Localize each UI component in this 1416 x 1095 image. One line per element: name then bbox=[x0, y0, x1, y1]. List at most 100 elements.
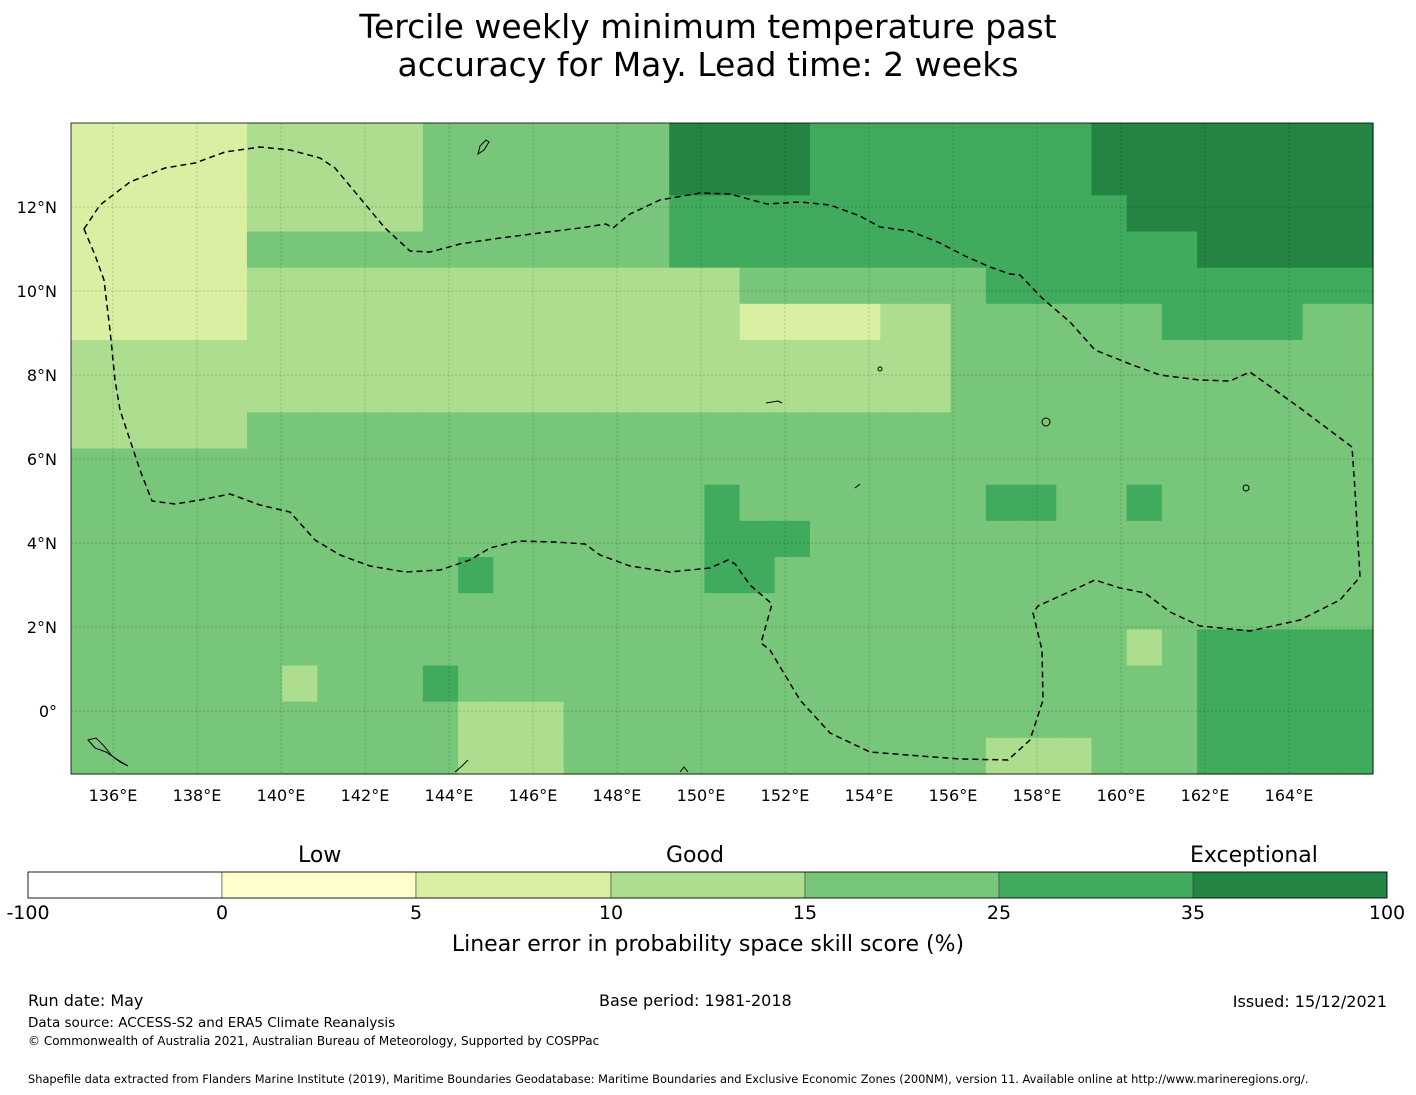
skill-cell bbox=[563, 629, 600, 667]
skill-cell bbox=[774, 448, 811, 486]
skill-cell bbox=[106, 448, 142, 486]
skill-cell bbox=[1337, 303, 1374, 341]
colorbar-outline bbox=[27, 871, 1388, 899]
skill-cell bbox=[352, 376, 389, 413]
skill-cell bbox=[282, 412, 318, 450]
skill-cell bbox=[598, 159, 635, 196]
skill-cell bbox=[282, 303, 318, 341]
skill-cell bbox=[282, 231, 318, 269]
skill-cell bbox=[422, 376, 459, 413]
skill-cell bbox=[563, 701, 600, 739]
skill-cell bbox=[985, 448, 1022, 486]
skill-cell bbox=[704, 340, 741, 377]
skill-cell bbox=[1232, 629, 1269, 667]
skill-cell bbox=[985, 629, 1022, 667]
skill-cell bbox=[387, 520, 424, 558]
skill-cell bbox=[845, 231, 881, 269]
skill-cell bbox=[1337, 376, 1374, 413]
skill-cell bbox=[1161, 303, 1198, 341]
skill-cell bbox=[985, 593, 1022, 630]
skill-cell bbox=[845, 629, 881, 667]
colorbar-segment bbox=[998, 871, 1194, 899]
skill-cell bbox=[352, 593, 389, 630]
skill-cell bbox=[915, 303, 952, 341]
skill-cell bbox=[282, 665, 318, 703]
skill-cell bbox=[1021, 195, 1057, 233]
colorbar-label: Linear error in probability space skill … bbox=[451, 932, 965, 957]
skill-cell bbox=[985, 412, 1022, 450]
skill-cell bbox=[246, 448, 283, 486]
skill-cell bbox=[387, 376, 424, 413]
skill-cell bbox=[387, 159, 424, 196]
skill-cell bbox=[950, 629, 987, 667]
skill-cell bbox=[1197, 593, 1233, 630]
longitude-tick-label: 142°E bbox=[341, 786, 390, 805]
skill-cell bbox=[880, 195, 917, 233]
skill-cell bbox=[915, 267, 952, 305]
skill-cell bbox=[985, 484, 1022, 522]
skill-cell bbox=[669, 231, 706, 269]
skill-cell bbox=[809, 593, 846, 630]
chuuk-atoll bbox=[1041, 417, 1051, 427]
skill-cell bbox=[1337, 557, 1374, 594]
skill-cell bbox=[352, 448, 389, 486]
skill-cell bbox=[106, 412, 142, 450]
skill-cell bbox=[211, 412, 248, 450]
longitude-tick-label: 148°E bbox=[593, 786, 642, 805]
skill-cell bbox=[422, 665, 459, 703]
skill-cell bbox=[141, 123, 178, 160]
skill-cell bbox=[1126, 123, 1163, 160]
skill-cell bbox=[282, 340, 318, 377]
skill-cell bbox=[458, 195, 494, 233]
skill-cell bbox=[1232, 701, 1269, 739]
skill-cell bbox=[528, 123, 565, 160]
skill-cell bbox=[246, 195, 283, 233]
skill-cell bbox=[915, 123, 952, 160]
skill-cell bbox=[493, 593, 530, 630]
skill-cell bbox=[1267, 195, 1304, 233]
skill-cell bbox=[528, 303, 565, 341]
skill-cell bbox=[422, 123, 459, 160]
skill-cell bbox=[1056, 123, 1093, 160]
pohnpei-island bbox=[1242, 484, 1250, 492]
skill-cell bbox=[211, 123, 248, 160]
skill-cell bbox=[141, 340, 178, 377]
skill-cell bbox=[739, 303, 776, 341]
colorbar-segment bbox=[415, 871, 612, 899]
skill-cell bbox=[880, 593, 917, 630]
skill-cell bbox=[809, 557, 846, 594]
skill-cell bbox=[1021, 557, 1057, 594]
skill-cell bbox=[634, 340, 670, 377]
skill-cell bbox=[915, 629, 952, 667]
skill-cell bbox=[598, 737, 635, 775]
longitude-tick-label: 136°E bbox=[89, 786, 138, 805]
atoll-5 bbox=[679, 766, 689, 773]
skill-cell bbox=[669, 629, 706, 667]
skill-cell bbox=[422, 737, 459, 775]
skill-cell bbox=[1267, 412, 1304, 450]
skill-cell bbox=[246, 593, 283, 630]
skill-cell bbox=[634, 520, 670, 558]
skill-cell bbox=[141, 159, 178, 196]
skill-cell bbox=[1056, 412, 1093, 450]
skill-cell bbox=[1161, 267, 1198, 305]
skill-cell bbox=[739, 593, 776, 630]
skill-cell bbox=[422, 557, 459, 594]
skill-cell bbox=[809, 448, 846, 486]
skill-cell bbox=[528, 701, 565, 739]
skill-cell bbox=[1232, 303, 1269, 341]
skill-cell bbox=[176, 376, 213, 413]
skill-cell bbox=[1302, 737, 1339, 775]
skill-cell bbox=[493, 701, 530, 739]
atoll-4 bbox=[454, 759, 469, 773]
skill-cell bbox=[1267, 629, 1304, 667]
skill-cell bbox=[211, 737, 248, 775]
skill-cell bbox=[950, 159, 987, 196]
skill-cell bbox=[950, 520, 987, 558]
skill-cell bbox=[352, 231, 389, 269]
skill-cell bbox=[317, 303, 354, 341]
colorbar-segment bbox=[27, 871, 223, 899]
skill-cell bbox=[809, 159, 846, 196]
skill-cell bbox=[528, 484, 565, 522]
skill-cell bbox=[1232, 340, 1269, 377]
